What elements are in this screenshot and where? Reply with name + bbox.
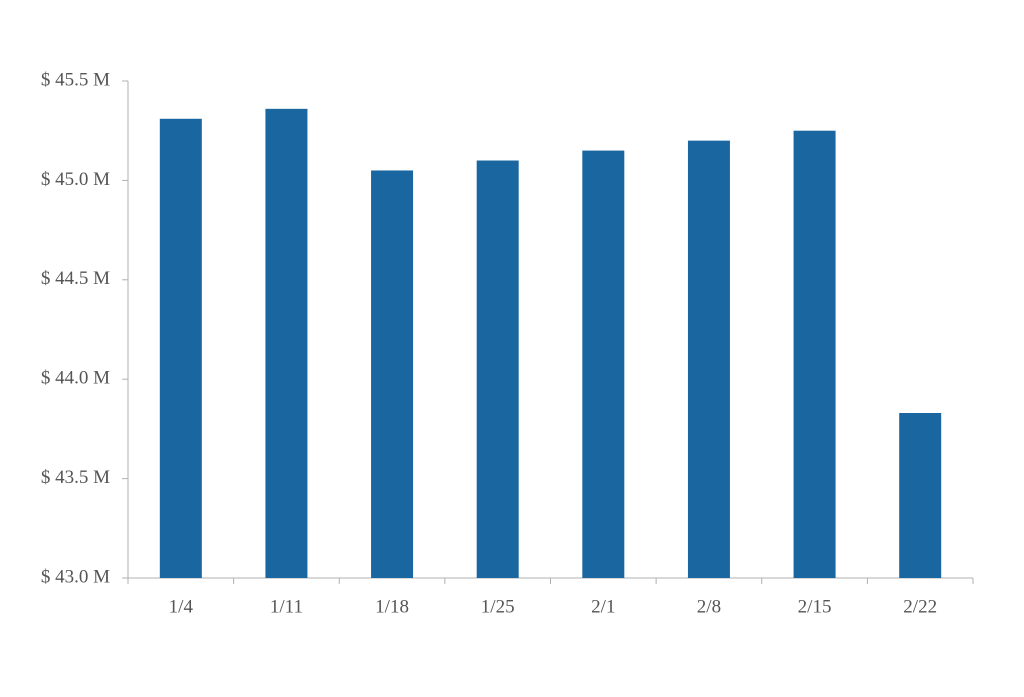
bar — [899, 412, 942, 578]
y-tick-label: $ 45.5 M — [41, 69, 110, 90]
bar — [265, 108, 308, 578]
y-tick-label: $ 43.0 M — [41, 566, 110, 587]
x-tick-label: 1/25 — [481, 596, 515, 617]
y-tick-label: $ 45.0 M — [41, 169, 110, 190]
bar — [159, 118, 202, 578]
bar — [687, 140, 730, 578]
x-tick-label: 2/22 — [903, 596, 937, 617]
y-tick-label: $ 43.5 M — [41, 467, 110, 488]
x-tick-label: 1/4 — [169, 596, 194, 617]
x-tick-label: 2/15 — [798, 596, 832, 617]
bar — [582, 150, 625, 578]
bar — [371, 170, 414, 578]
x-tick-label: 1/18 — [375, 596, 409, 617]
x-tick-label: 2/8 — [697, 596, 721, 617]
y-tick-label: $ 44.5 M — [41, 268, 110, 289]
bar — [476, 160, 519, 578]
x-tick-label: 2/1 — [591, 596, 615, 617]
x-tick-label: 1/11 — [270, 596, 303, 617]
bar — [793, 130, 836, 578]
y-tick-label: $ 44.0 M — [41, 368, 110, 389]
